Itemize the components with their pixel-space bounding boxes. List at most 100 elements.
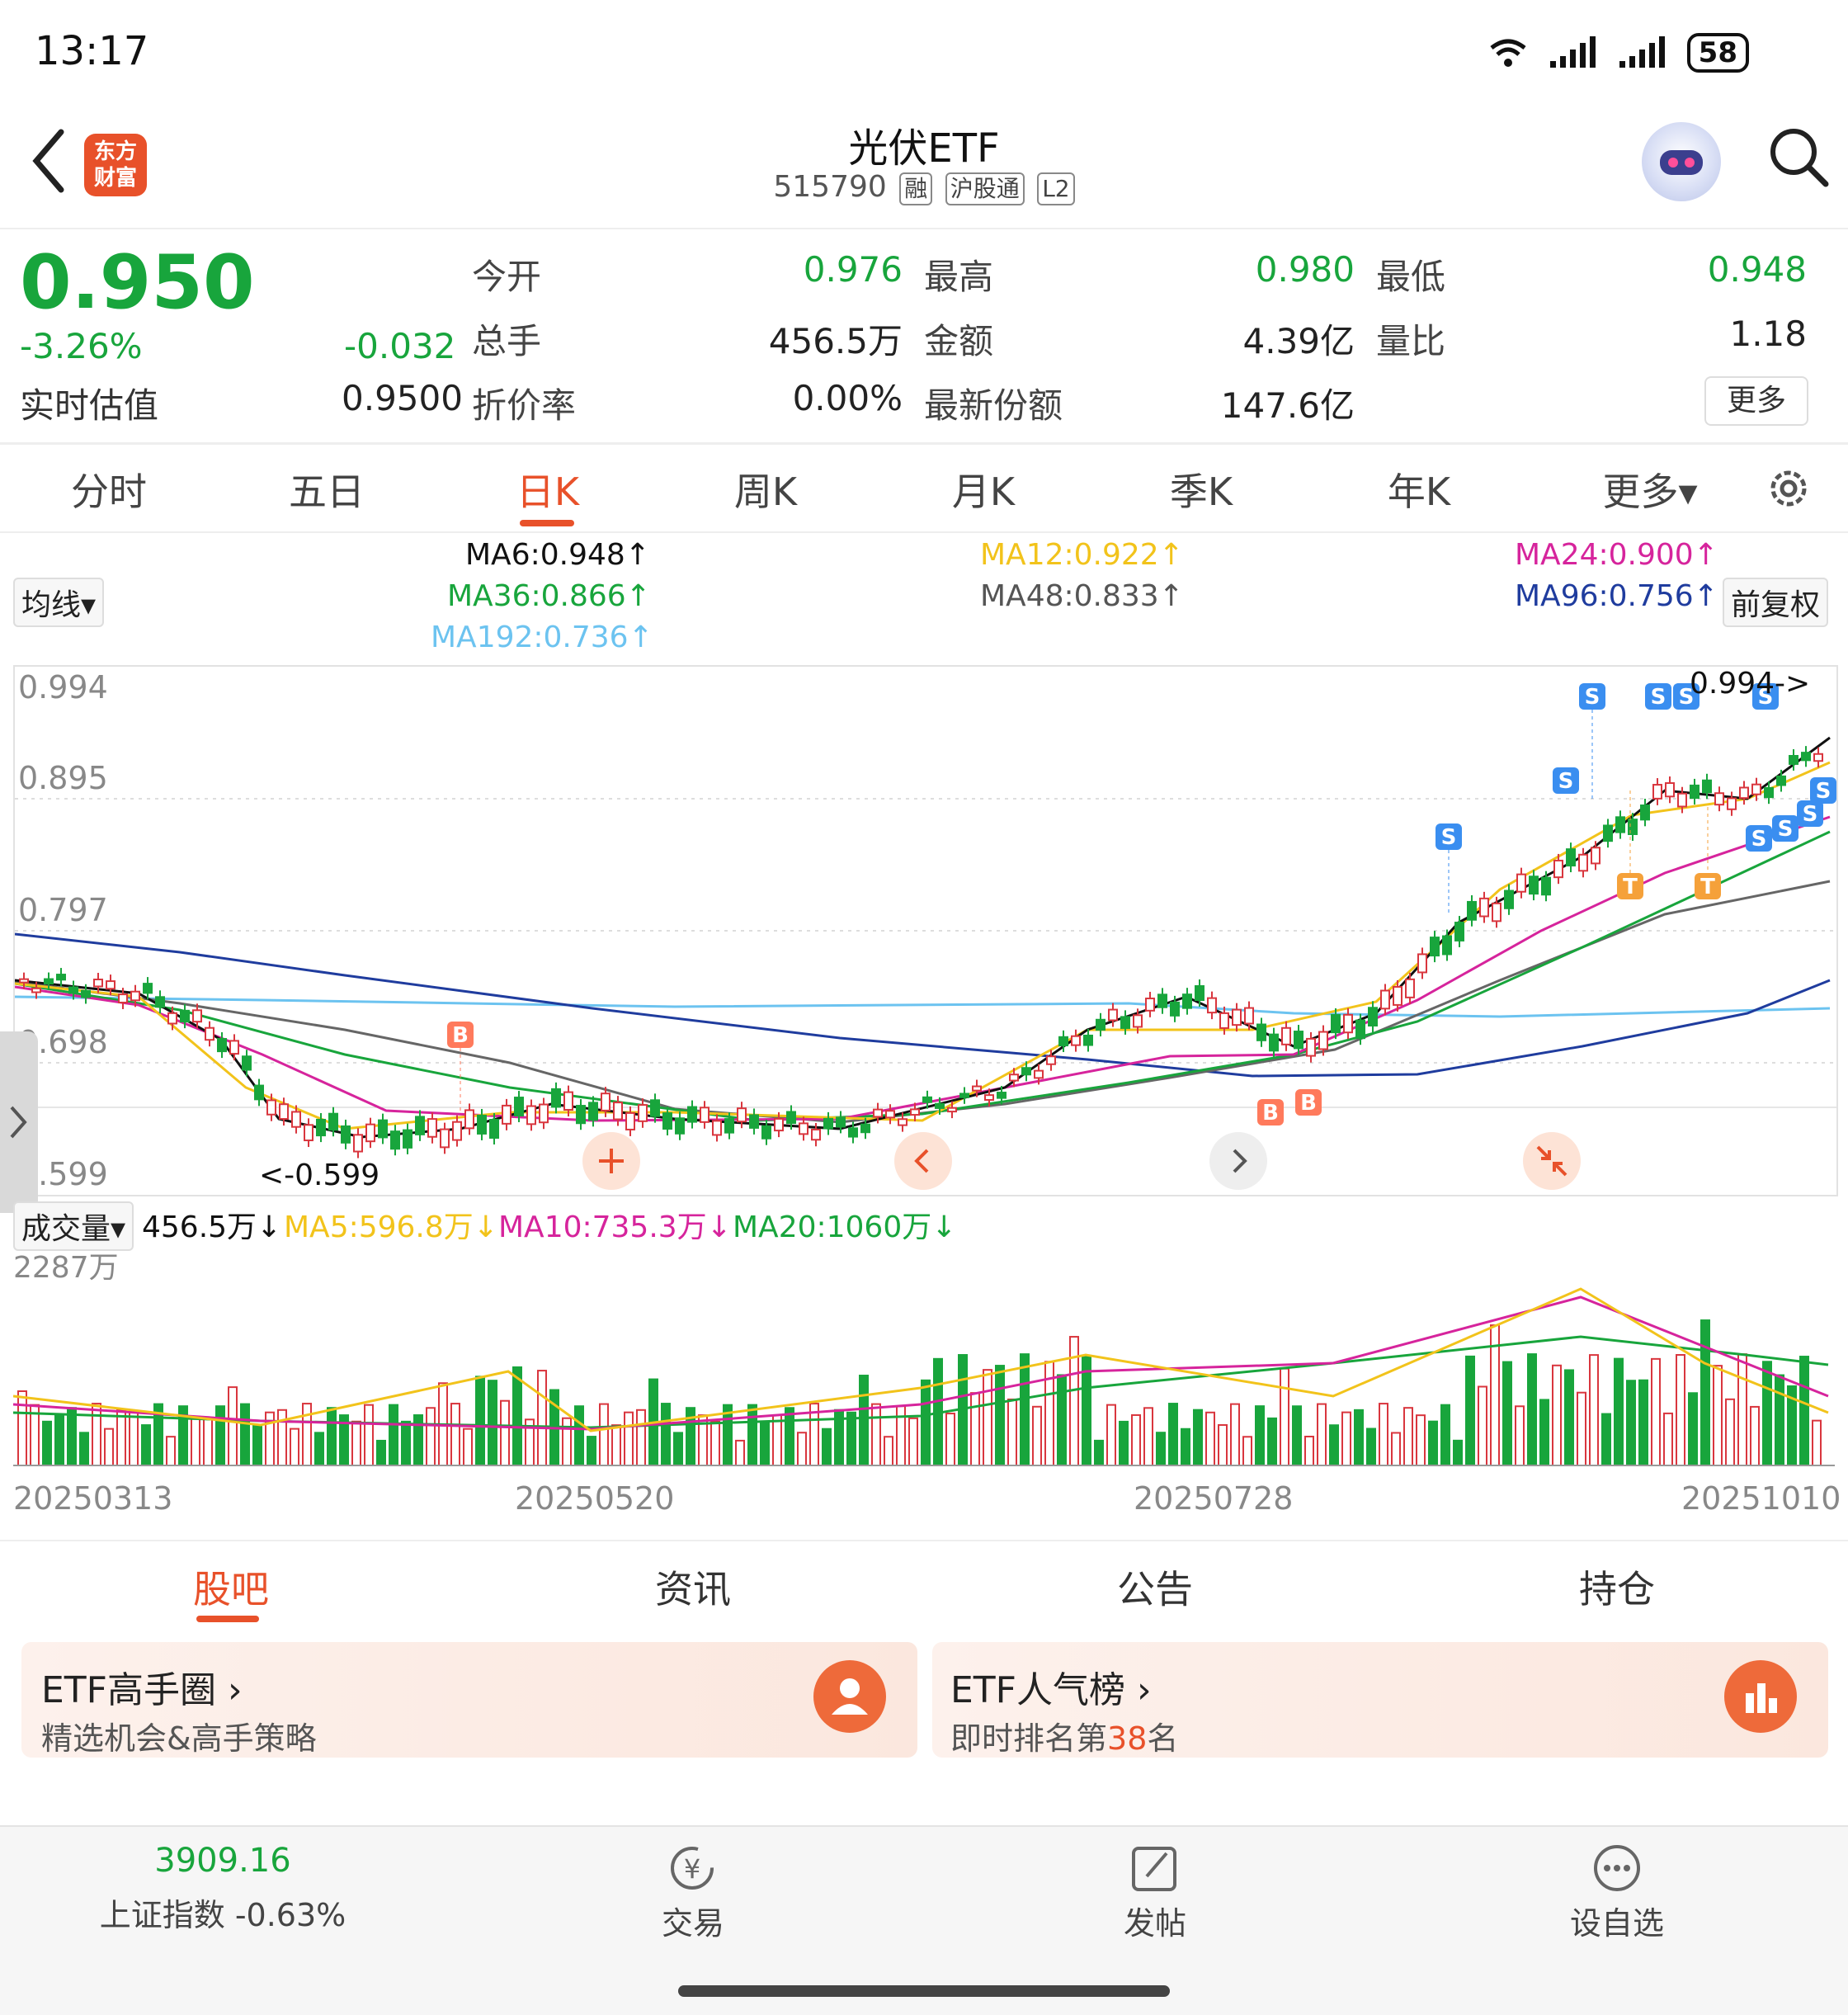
candle (1219, 1012, 1229, 1029)
x-axis-label: 20250728 (1134, 1480, 1294, 1517)
volume-bar (735, 1439, 745, 1466)
ma-selector[interactable]: 均线▾ (13, 578, 105, 627)
candle (316, 1118, 326, 1137)
candle (1294, 1031, 1304, 1050)
candle (737, 1107, 747, 1123)
volume-label: 总手 (472, 321, 542, 361)
assistant-robot-icon[interactable] (1642, 122, 1721, 201)
trade-icon[interactable]: ¥ (663, 1843, 721, 1893)
index-label[interactable]: 上证指数 -0.63% (99, 1897, 346, 1933)
volume-bar (859, 1375, 869, 1466)
volume-bar (1725, 1398, 1735, 1466)
candle (365, 1123, 375, 1143)
candle (959, 1092, 969, 1098)
volume-bar (1329, 1424, 1339, 1466)
volume-bar (1106, 1404, 1116, 1466)
tab-announcements[interactable]: 公告 (1117, 1567, 1193, 1612)
candle (440, 1128, 450, 1149)
volume-chart[interactable]: 2287万 (12, 1239, 1835, 1467)
side-expand-handle[interactable] (0, 1031, 38, 1213)
volume-bar (1304, 1435, 1314, 1466)
volume-bar (364, 1404, 374, 1466)
tab-quarterly-k[interactable]: 季K (1169, 470, 1233, 514)
max-price-marker: 0.994-> (1690, 667, 1810, 701)
tab-daily-k[interactable]: 日K (516, 470, 580, 514)
candle (1256, 1023, 1266, 1041)
chevron-right-icon (1233, 1149, 1247, 1173)
candle (1776, 775, 1786, 786)
volume-bar (302, 1403, 312, 1466)
kline-chart[interactable]: B B B S S S S S S S S S S T T 0.994 0.89… (13, 665, 1838, 1196)
adjust-rights-button[interactable]: 前复权 (1723, 578, 1829, 627)
trade-label[interactable]: 交易 (661, 1905, 724, 1942)
volume-bar (42, 1420, 52, 1467)
etf-expert-circle-card[interactable]: ETF高手圈 › 精选机会&高手策略 (21, 1642, 917, 1758)
candle (328, 1112, 338, 1131)
volume-bar (1242, 1436, 1252, 1467)
scroll-right-button[interactable] (1209, 1132, 1267, 1190)
tab-intraday[interactable]: 分时 (71, 470, 147, 514)
tab-forum[interactable]: 股吧 (193, 1567, 269, 1612)
volume-bar (1267, 1417, 1277, 1466)
collapse-button[interactable] (1523, 1132, 1581, 1190)
buy-marker: B (447, 1022, 474, 1048)
volume-bar (54, 1414, 64, 1466)
more-dots-icon[interactable] (1591, 1842, 1643, 1895)
candle (390, 1130, 400, 1150)
candle (823, 1117, 833, 1130)
tab-holdings[interactable]: 持仓 (1579, 1567, 1655, 1612)
volume-bar (1032, 1405, 1042, 1467)
back-arrow-icon[interactable] (25, 124, 74, 198)
candle (786, 1111, 796, 1125)
candle (1615, 816, 1625, 833)
candle (997, 1092, 1006, 1099)
sell-marker: S (1645, 683, 1671, 710)
volume-bar (166, 1436, 176, 1467)
candle (749, 1114, 759, 1129)
candle (266, 1099, 276, 1116)
edit-post-icon[interactable] (1127, 1842, 1185, 1895)
sell-marker: S (1553, 767, 1579, 794)
volume-bar (79, 1432, 89, 1466)
vol-ma5-label: MA5:596.8万↓ (284, 1210, 498, 1244)
grid-lines (15, 798, 1836, 1108)
candle (588, 1102, 598, 1121)
tab-yearly-k[interactable]: 年K (1387, 470, 1451, 514)
index-value[interactable]: 3909.16 (154, 1842, 291, 1880)
volume-bar (995, 1365, 1005, 1466)
more-button[interactable]: 更多 (1704, 376, 1808, 426)
card-title: ETF人气榜 › (950, 1669, 1152, 1711)
candle (1553, 859, 1563, 879)
candle (601, 1092, 610, 1111)
volume-bar (1280, 1367, 1289, 1466)
volume-bar (983, 1369, 992, 1466)
zoom-in-button[interactable] (582, 1132, 640, 1190)
tab-more-dropdown[interactable]: 更多▾ (1602, 470, 1698, 514)
tab-five-day[interactable]: 五日 (289, 470, 365, 514)
watchlist-label[interactable]: 设自选 (1569, 1905, 1664, 1942)
search-icon[interactable] (1766, 124, 1832, 190)
volume-bar (351, 1420, 361, 1467)
candle (724, 1118, 734, 1134)
post-label[interactable]: 发帖 (1123, 1905, 1186, 1942)
candle (613, 1102, 623, 1121)
volume-bar (1601, 1413, 1611, 1466)
candle (1442, 935, 1452, 956)
volume-bar (760, 1420, 770, 1467)
candle (502, 1104, 512, 1125)
gear-icon[interactable] (1764, 464, 1813, 513)
volume-bars (17, 1319, 1822, 1467)
volume-selector[interactable]: 成交量▾ (13, 1201, 134, 1251)
svg-text:S: S (1758, 685, 1774, 710)
candle (687, 1106, 697, 1123)
tab-monthly-k[interactable]: 月K (951, 470, 1016, 514)
sell-marker: S (1436, 823, 1462, 850)
etf-popularity-card[interactable]: ETF人气榜 › 即时排名第38名 (932, 1642, 1828, 1758)
margin-tag: 融 (899, 172, 933, 205)
scroll-left-button[interactable] (894, 1132, 952, 1190)
tab-news[interactable]: 资讯 (655, 1567, 731, 1612)
candle (774, 1117, 784, 1132)
candle (427, 1118, 437, 1138)
candle (700, 1107, 710, 1123)
tab-weekly-k[interactable]: 周K (733, 470, 798, 514)
